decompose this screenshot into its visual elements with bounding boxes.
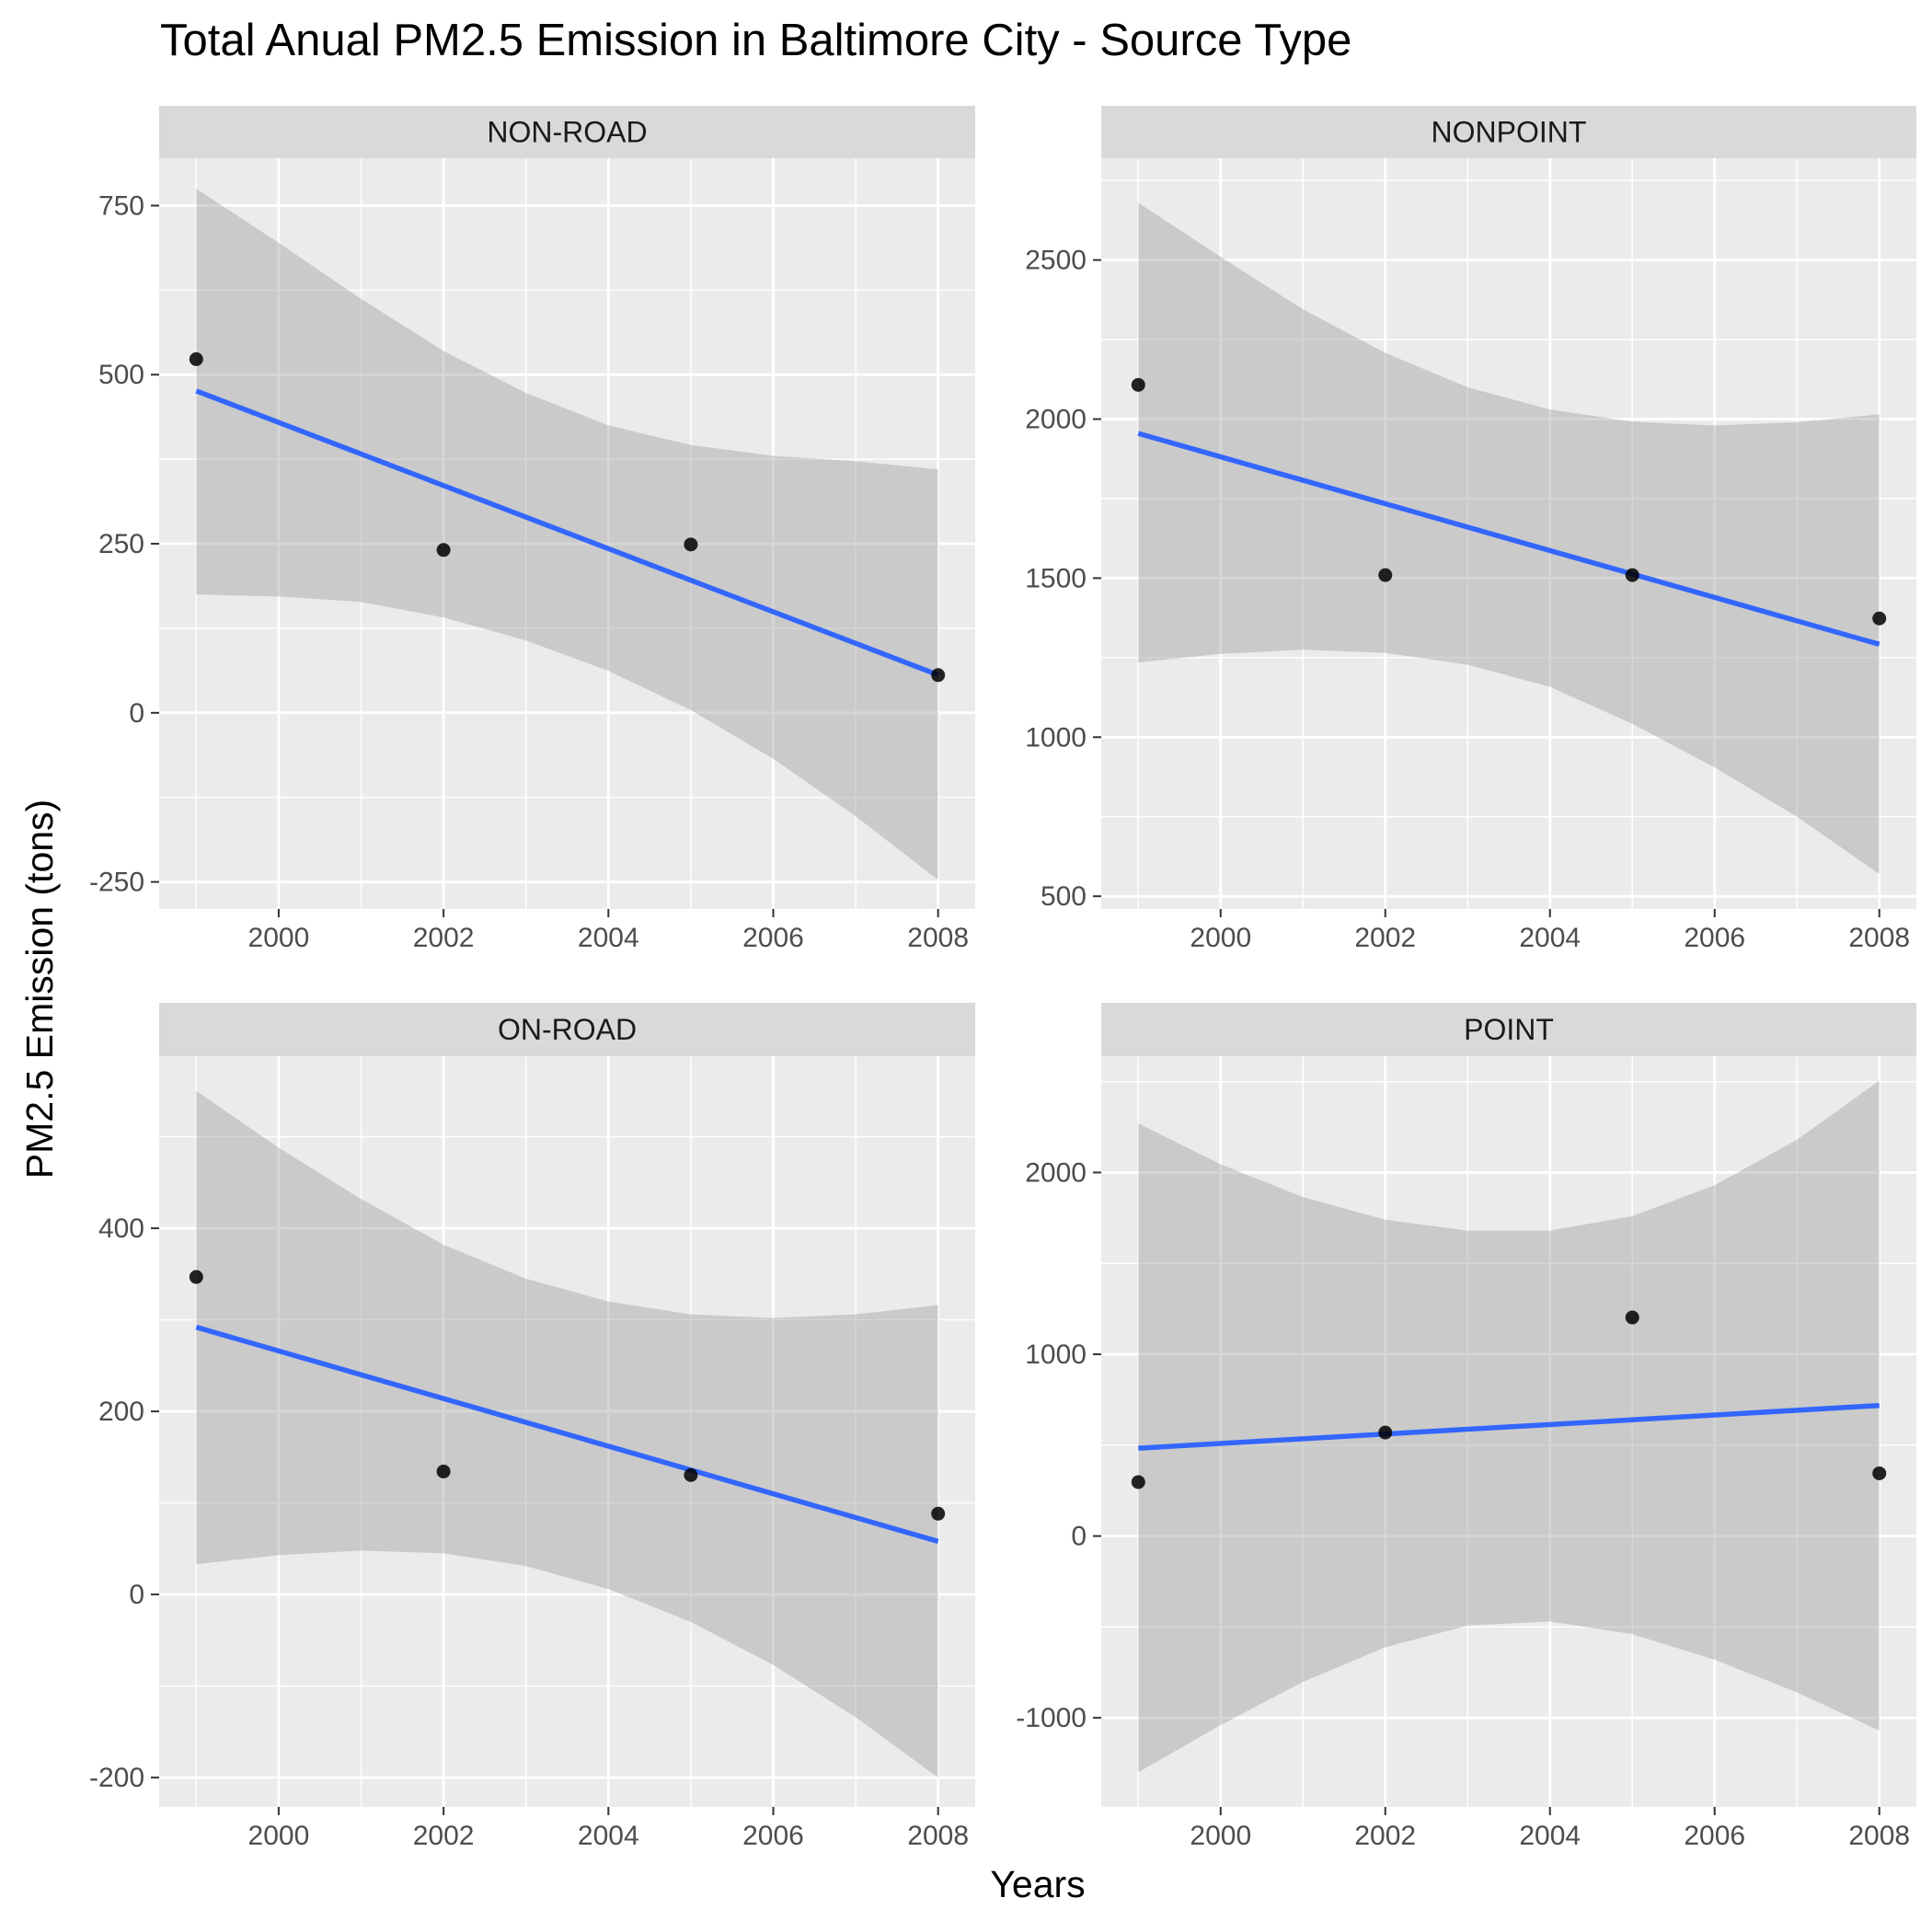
data-point [1872, 611, 1887, 626]
y-tick-label: 2000 [1025, 1157, 1087, 1188]
x-tick-label: 2002 [413, 1821, 475, 1851]
y-tick-label: 200 [98, 1397, 144, 1427]
plot-panel [1101, 158, 1916, 909]
data-point [189, 351, 203, 366]
y-tick-label: -250 [89, 868, 144, 898]
facet-strip [159, 1003, 975, 1056]
x-tick-label: 2006 [1684, 1821, 1745, 1851]
data-point [1625, 568, 1639, 582]
facet-strip-label: POINT [1464, 1013, 1554, 1046]
plot-panel [1101, 1056, 1916, 1807]
x-tick-label: 2004 [1519, 1821, 1581, 1851]
x-tick-label: 2008 [907, 923, 969, 953]
regression-line [195, 1324, 939, 1545]
data-point [684, 1467, 698, 1482]
facet-strip-label: ON-ROAD [498, 1013, 637, 1046]
y-tick-label: 750 [98, 190, 144, 221]
y-tick-label: 400 [98, 1213, 144, 1244]
x-tick-label: 2002 [1354, 1821, 1416, 1851]
x-tick-label: 2002 [413, 923, 475, 953]
data-point [1872, 1466, 1887, 1480]
data-point [684, 537, 698, 552]
y-tick-label: 250 [98, 529, 144, 559]
y-tick-label: 1500 [1025, 563, 1087, 593]
x-tick-label: 2000 [248, 923, 310, 953]
regression-line [1138, 1403, 1880, 1451]
data-point [1131, 1475, 1145, 1489]
y-axis-title: PM2.5 Emission (tons) [18, 799, 61, 1179]
y-tick-label: 500 [98, 360, 144, 390]
y-tick-label: -1000 [1016, 1703, 1087, 1733]
facet-nonpoint: NONPOINT 500 1000 1500 2000 2500 2000 2002 2004 2… [1025, 106, 1916, 953]
y-tick-label: 2500 [1025, 246, 1087, 276]
data-point [436, 1464, 451, 1478]
x-tick-label: 2006 [742, 923, 804, 953]
regression-line [195, 388, 939, 678]
facet-on-road: ON-ROAD -200 0 200 400 2000 2002 2004 2006 2008 [89, 1003, 975, 1851]
regression-line [1137, 431, 1880, 647]
facet-point: POINT -1000 0 1000 2000 2000 2002 2004 2006 2008 [1016, 1003, 1916, 1851]
data-point [1625, 1310, 1639, 1325]
data-point [436, 543, 451, 558]
plot-panel [159, 1056, 975, 1807]
y-tick-label: 2000 [1025, 405, 1087, 435]
facet-non-road: NON-ROAD -250 0 250 500 750 2000 2002 2004 2006 20… [89, 106, 975, 953]
facet-strip [159, 106, 975, 158]
data-point [931, 668, 946, 683]
y-tick-label: 500 [1041, 881, 1087, 912]
x-tick-label: 2008 [1848, 1821, 1910, 1851]
x-tick-label: 2004 [578, 923, 639, 953]
y-tick-label: 0 [129, 698, 144, 729]
x-tick-label: 2004 [578, 1821, 639, 1851]
data-point [931, 1506, 946, 1521]
x-tick-label: 2000 [1190, 1821, 1251, 1851]
y-tick-label: 0 [1071, 1522, 1087, 1552]
x-tick-label: 2000 [248, 1821, 310, 1851]
x-tick-label: 2006 [742, 1821, 804, 1851]
y-tick-label: -200 [89, 1763, 144, 1793]
facet-strip [1101, 106, 1916, 158]
facet-strip [1101, 1003, 1916, 1056]
data-point [189, 1270, 203, 1284]
x-tick-label: 2000 [1190, 923, 1251, 953]
y-tick-label: 0 [129, 1580, 144, 1610]
chart-title: Total Anual PM2.5 Emission in Baltimore … [160, 16, 1351, 65]
x-axis-title: Years [990, 1863, 1085, 1905]
x-tick-label: 2008 [1848, 923, 1910, 953]
x-tick-label: 2002 [1354, 923, 1416, 953]
x-tick-label: 2004 [1519, 923, 1581, 953]
data-point [1378, 568, 1393, 582]
facet-strip-label: NON-ROAD [487, 116, 647, 149]
facet-strip-label: NONPOINT [1432, 116, 1587, 149]
y-tick-label: 1000 [1025, 722, 1087, 753]
y-tick-label: 1000 [1025, 1340, 1087, 1370]
data-point [1131, 377, 1145, 392]
x-tick-label: 2006 [1684, 923, 1745, 953]
x-tick-label: 2008 [907, 1821, 969, 1851]
data-point [1378, 1425, 1393, 1440]
